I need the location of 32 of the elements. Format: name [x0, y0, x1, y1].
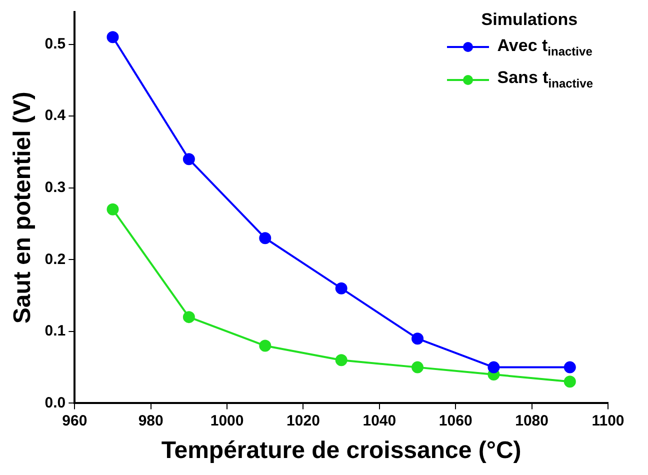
x-tick-label: 1000: [210, 412, 244, 430]
x-tick-label: 1040: [362, 412, 396, 430]
y-tick-label: 0.0: [44, 394, 66, 412]
point: [564, 376, 576, 388]
point: [335, 282, 348, 294]
legend-title: Simulations: [481, 10, 579, 30]
point: [335, 354, 348, 366]
x-tick-label: 1060: [438, 412, 472, 430]
x-tick-label: 1020: [286, 412, 320, 430]
y-tick-label: 0.4: [44, 107, 66, 124]
point: [412, 361, 424, 374]
y-axis-title: Saut en potentiel (V): [9, 92, 36, 324]
point: [259, 232, 272, 244]
x-tick-label: 960: [62, 412, 88, 430]
point: [488, 361, 500, 374]
x-tick-label: 1100: [592, 412, 624, 430]
x-tick-label: 980: [138, 412, 164, 430]
point: [412, 332, 424, 345]
y-tick-label: 0.1: [44, 322, 66, 340]
legend-label: Sans t$_{inactive}$: [497, 68, 593, 91]
point: [182, 153, 195, 166]
point: [564, 361, 576, 374]
y-tick-label: 0.5: [44, 35, 66, 52]
x-tick-label: 1080: [515, 412, 548, 430]
point: [259, 340, 272, 352]
point: [182, 311, 195, 324]
point: [106, 31, 119, 44]
y-tick-label: 0.3: [44, 179, 66, 196]
legend-label: Avec t$_{inactive}$: [497, 36, 592, 58]
y-tick-label: 0.2: [44, 250, 66, 268]
point: [106, 203, 119, 216]
x-axis-title: Température de croissance (°C): [161, 437, 522, 464]
